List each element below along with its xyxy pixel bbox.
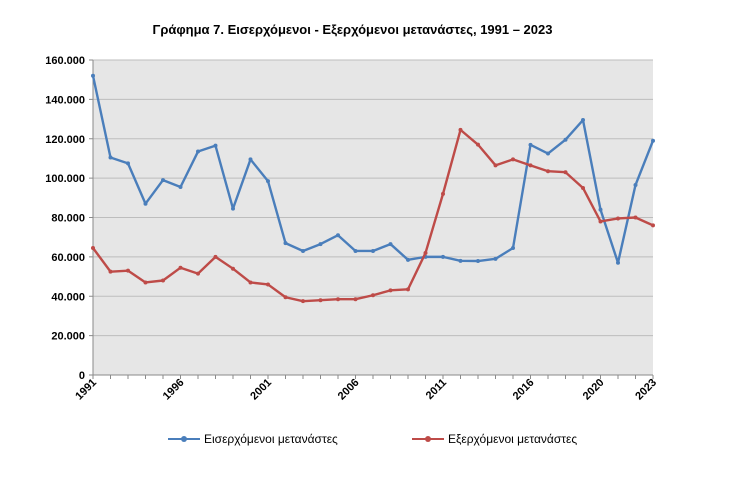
data-point	[493, 163, 498, 168]
y-tick-label: 80.000	[51, 213, 85, 225]
data-point	[213, 143, 218, 148]
data-point	[476, 142, 480, 147]
data-point	[528, 142, 533, 147]
data-point	[598, 219, 603, 224]
y-axis: 0 20.000 40.000 60.000 80.000 100.000 120.000 1…	[45, 55, 94, 382]
x-tick-label: 1991	[73, 377, 99, 403]
data-point	[91, 73, 95, 78]
data-point	[231, 266, 235, 271]
data-point	[283, 295, 288, 300]
data-point	[126, 161, 130, 166]
data-point	[143, 201, 148, 206]
data-point	[616, 260, 620, 265]
data-point	[108, 269, 113, 274]
data-point	[353, 297, 358, 302]
data-point	[633, 215, 638, 220]
series-lines	[91, 73, 655, 304]
data-point	[301, 299, 305, 304]
y-tick-label: 160.000	[45, 55, 85, 67]
data-point	[336, 297, 340, 302]
data-point	[546, 151, 550, 156]
data-point	[423, 250, 428, 255]
data-point	[441, 254, 445, 259]
data-point	[388, 288, 393, 293]
data-point	[178, 184, 183, 189]
data-point	[511, 246, 515, 251]
x-tick-label: 2023	[633, 377, 659, 403]
data-point	[476, 259, 480, 264]
data-point	[616, 216, 620, 221]
data-point	[598, 207, 603, 212]
data-point	[651, 223, 655, 228]
data-point	[213, 254, 218, 259]
data-point	[318, 242, 323, 247]
data-point	[441, 191, 445, 196]
x-tick-label: 2020	[581, 377, 607, 403]
data-point	[406, 287, 410, 292]
data-point	[371, 248, 375, 253]
data-point	[581, 118, 585, 123]
data-point	[353, 248, 358, 253]
data-point	[528, 163, 533, 168]
legend-swatch-outgoing	[412, 434, 444, 444]
data-point	[91, 246, 95, 251]
data-point	[108, 155, 113, 160]
data-point	[633, 183, 638, 188]
legend-item-incoming: Εισερχόμενοι μετανάστες	[168, 432, 338, 446]
data-point	[546, 169, 550, 174]
data-point	[266, 179, 270, 184]
data-point	[248, 280, 253, 285]
data-point	[371, 293, 375, 298]
x-tick-label: 1996	[161, 377, 187, 403]
data-point	[563, 137, 568, 142]
data-point	[161, 278, 165, 283]
chart-title: Γράφημα 7. Εισερχόμενοι - Εξερχόμενοι με…	[152, 22, 553, 37]
x-axis: 1991 1996 2001 2006 2011 2016 2020 2023	[73, 375, 659, 402]
y-tick-label: 120.000	[45, 134, 85, 146]
y-tick-label: 0	[79, 370, 85, 382]
x-tick-label: 2016	[511, 377, 537, 403]
data-point	[336, 233, 340, 238]
data-point	[511, 157, 515, 162]
data-point	[126, 268, 130, 273]
data-point	[248, 157, 253, 162]
y-tick-label: 40.000	[51, 291, 85, 303]
data-point	[318, 298, 323, 303]
y-tick-label: 140.000	[45, 94, 85, 106]
data-point	[283, 241, 288, 246]
data-point	[301, 248, 305, 253]
data-point	[231, 206, 235, 211]
data-point	[388, 242, 393, 247]
x-tick-label: 2001	[248, 377, 274, 403]
legend-label-outgoing: Εξερχόμενοι μετανάστες	[448, 432, 578, 446]
data-point	[406, 257, 410, 262]
data-point	[143, 280, 148, 285]
data-point	[178, 265, 183, 270]
data-point	[196, 271, 200, 276]
data-point	[493, 256, 498, 261]
y-tick-label: 100.000	[45, 173, 85, 185]
legend-label-incoming: Εισερχόμενοι μετανάστες	[204, 432, 338, 446]
data-point	[458, 127, 463, 132]
legend-swatch-incoming	[168, 434, 200, 444]
data-point	[161, 178, 165, 183]
legend-item-outgoing: Εξερχόμενοι μετανάστες	[412, 432, 577, 446]
data-point	[651, 138, 655, 143]
y-tick-label: 20.000	[51, 331, 85, 343]
data-point	[266, 282, 270, 287]
data-point	[581, 185, 585, 190]
y-tick-label: 60.000	[51, 252, 85, 264]
data-point	[458, 258, 463, 263]
x-tick-label: 2006	[336, 377, 362, 403]
data-point	[196, 149, 200, 154]
data-point	[563, 170, 568, 175]
x-tick-label: 2011	[424, 377, 449, 402]
